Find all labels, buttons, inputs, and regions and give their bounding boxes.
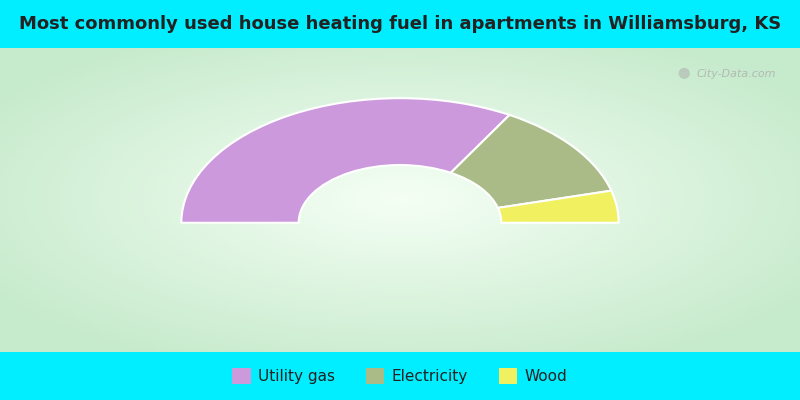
Wedge shape	[498, 191, 618, 223]
Text: City-Data.com: City-Data.com	[697, 69, 776, 79]
Wedge shape	[182, 98, 510, 223]
Legend: Utility gas, Electricity, Wood: Utility gas, Electricity, Wood	[226, 362, 574, 390]
Text: Most commonly used house heating fuel in apartments in Williamsburg, KS: Most commonly used house heating fuel in…	[19, 15, 781, 33]
Text: ⬤: ⬤	[678, 68, 690, 79]
Wedge shape	[450, 115, 611, 208]
